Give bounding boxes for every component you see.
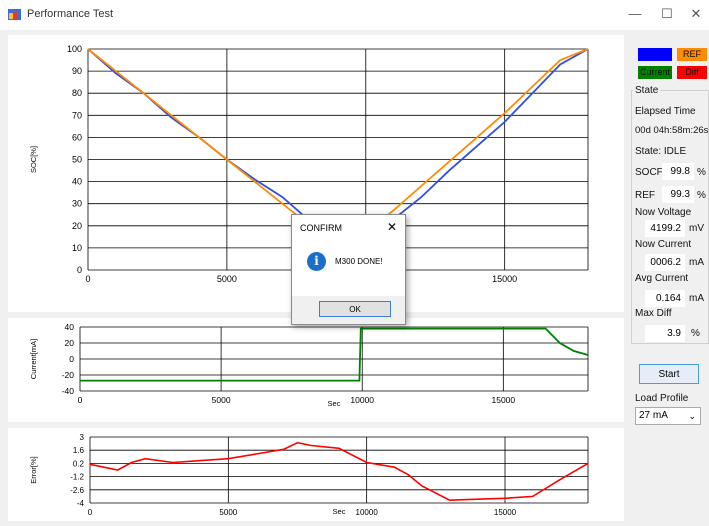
dialog-title: CONFIRM — [300, 223, 342, 233]
y-tick-label: 100 — [67, 44, 82, 54]
x-axis-label: Sec — [328, 399, 341, 408]
start-button[interactable]: Start — [639, 364, 699, 384]
y-tick-label: 60 — [72, 132, 82, 142]
dialog-close-icon[interactable]: ✕ — [386, 220, 397, 234]
current-label: Now Current — [635, 239, 692, 250]
current-chart: -40 -20 0 20 40 0 5000 10000 15000 Current[mA] Sec — [29, 322, 589, 408]
current-unit: mA — [689, 257, 704, 268]
x-tick-label: 15000 — [492, 274, 517, 284]
y-tick-label: -1.2 — [70, 473, 84, 482]
load-profile-select[interactable]: 27 mA ⌄ — [635, 407, 701, 425]
x-tick-label: 15000 — [492, 395, 516, 405]
y-tick-label: -4 — [77, 499, 85, 508]
dialog-message: M300 DONE! — [335, 257, 383, 266]
dialog-footer: OK — [292, 296, 405, 324]
error-chart-panel: -4 -2.6 -1.2 0.2 1.6 3 0 5000 10000 15000 Error[%]… — [8, 428, 624, 521]
status-panel: SOCF REF Current Diff State Elapsed Time… — [629, 30, 709, 523]
current-chart-panel: -40 -20 0 20 40 0 5000 10000 15000 Current[mA] Sec — [8, 318, 624, 422]
max-diff-value: 3.9 — [645, 325, 685, 342]
y-tick-label: -40 — [62, 386, 75, 396]
y-tick-label: 50 — [72, 155, 82, 165]
legend-diff: Diff — [677, 66, 707, 79]
y-axis-label: Error[%] — [29, 456, 38, 484]
legend-ref: REF — [677, 48, 707, 61]
error-chart: -4 -2.6 -1.2 0.2 1.6 3 0 5000 10000 15000 Error[%]… — [29, 433, 589, 517]
legend-current: Current — [638, 66, 672, 79]
load-profile-label: Load Profile — [635, 393, 689, 404]
x-tick-label: 10000 — [356, 508, 379, 517]
x-tick-label: 0 — [78, 395, 83, 405]
minimize-button[interactable]: — — [628, 6, 642, 21]
y-tick-label: 40 — [72, 177, 82, 187]
voltage-label: Now Voltage — [635, 207, 692, 218]
series-line-socf — [87, 48, 589, 241]
avg-current-value: 0.164 — [645, 290, 685, 307]
info-icon: i — [307, 252, 326, 271]
elapsed-value: 00d 04h:58m:26s — [635, 125, 709, 136]
legend-socf: SOCF — [638, 48, 672, 61]
voltage-value: 4199.2 — [645, 220, 685, 237]
y-axis-label: Current[mA] — [29, 339, 38, 379]
series-line-ref — [87, 48, 589, 243]
socf-label: SOCF — [635, 167, 663, 178]
y-tick-label: 70 — [72, 110, 82, 120]
x-tick-label: 5000 — [217, 274, 237, 284]
x-tick-label: 5000 — [212, 395, 231, 405]
current-value: 0006.2 — [645, 254, 685, 271]
y-tick-label: 3 — [80, 433, 85, 442]
confirm-dialog: CONFIRM ✕ i M300 DONE! OK — [291, 214, 406, 325]
y-tick-label: 80 — [72, 88, 82, 98]
avg-current-label: Avg Current — [635, 273, 689, 284]
close-button[interactable]: ✕ — [690, 6, 702, 21]
voltage-unit: mV — [689, 223, 704, 234]
chevron-down-icon: ⌄ — [688, 411, 696, 421]
max-diff-label: Max Diff — [635, 308, 672, 319]
socf-unit: % — [697, 167, 706, 178]
x-tick-label: 10000 — [350, 395, 374, 405]
x-tick-label: 0 — [85, 274, 90, 284]
ref-label: REF — [635, 190, 655, 201]
maximize-button[interactable]: ☐ — [661, 6, 673, 21]
avg-current-unit: mA — [689, 293, 704, 304]
window-title: Performance Test — [27, 8, 114, 20]
y-tick-label: 1.6 — [73, 446, 85, 455]
load-profile-value: 27 mA — [639, 410, 668, 421]
x-tick-label: 0 — [88, 508, 93, 517]
state-value: State: IDLE — [635, 146, 687, 157]
y-tick-label: 10 — [72, 243, 82, 253]
y-tick-label: -20 — [62, 370, 75, 380]
ok-button[interactable]: OK — [319, 301, 391, 317]
y-tick-label: -2.6 — [70, 486, 84, 495]
x-tick-label: 15000 — [494, 508, 517, 517]
y-tick-label: 0 — [69, 354, 74, 364]
title-bar: Performance Test — ☐ ✕ — [0, 0, 709, 30]
state-group-label: State — [633, 85, 661, 96]
x-tick-label: 5000 — [219, 508, 237, 517]
y-tick-label: 20 — [65, 338, 75, 348]
app-icon — [8, 9, 21, 20]
socf-value: 99.8 — [662, 163, 694, 180]
series-line-diff — [89, 441, 589, 502]
ref-value: 99.3 — [662, 186, 694, 203]
y-tick-label: 0.2 — [73, 459, 85, 468]
y-tick-label: 40 — [65, 322, 75, 332]
y-tick-label: 90 — [72, 66, 82, 76]
y-tick-label: 20 — [72, 221, 82, 231]
y-axis-label: SOC[%] — [29, 146, 38, 173]
y-tick-label: 30 — [72, 199, 82, 209]
y-tick-label: 0 — [77, 265, 82, 275]
elapsed-label: Elapsed Time — [635, 106, 696, 117]
series-line-current — [80, 327, 589, 382]
max-diff-unit: % — [691, 328, 700, 339]
x-axis-label: Sec — [333, 507, 346, 516]
ref-unit: % — [697, 190, 706, 201]
